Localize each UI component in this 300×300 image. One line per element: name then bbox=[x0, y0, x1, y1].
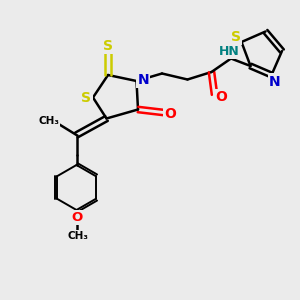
Text: S: S bbox=[81, 91, 92, 104]
Text: HN: HN bbox=[219, 45, 240, 58]
Text: O: O bbox=[71, 211, 82, 224]
Text: CH₃: CH₃ bbox=[68, 231, 88, 241]
Text: S: S bbox=[103, 39, 113, 52]
Text: N: N bbox=[269, 75, 280, 88]
Text: N: N bbox=[137, 73, 149, 86]
Text: O: O bbox=[164, 107, 176, 121]
Text: O: O bbox=[215, 90, 227, 104]
Text: CH₃: CH₃ bbox=[38, 116, 59, 127]
Text: S: S bbox=[231, 30, 241, 44]
